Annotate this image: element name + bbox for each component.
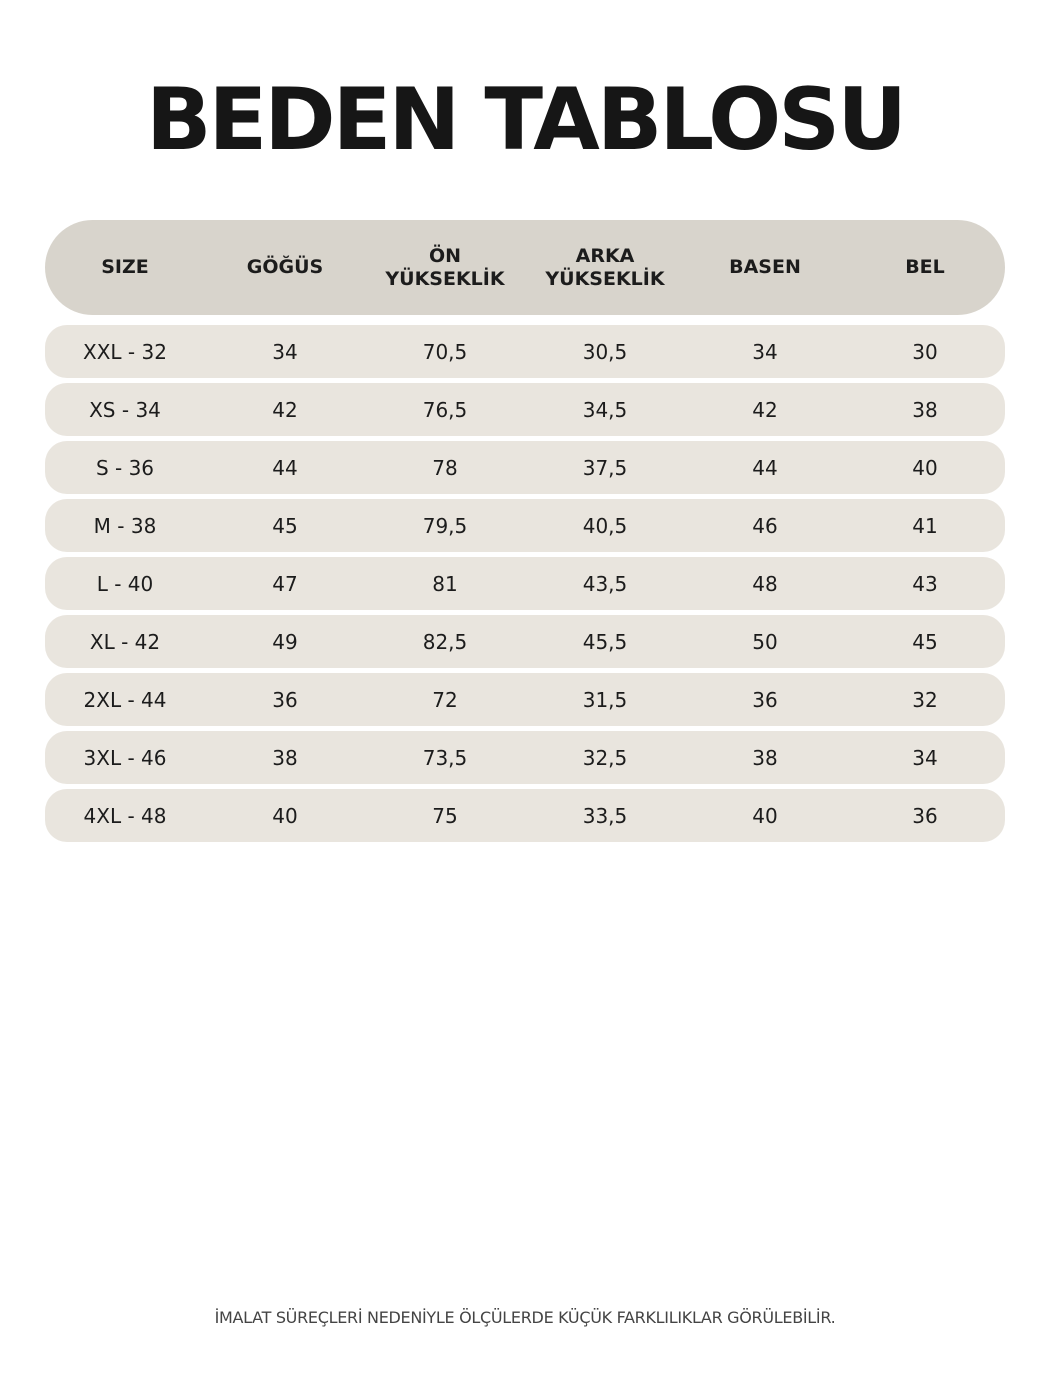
table-cell: 41 <box>912 513 938 538</box>
table-cell: 36 <box>752 687 778 712</box>
table-cell: 47 <box>272 571 298 596</box>
table-cell: 38 <box>752 745 778 770</box>
table-cell: 43 <box>912 571 938 596</box>
footer-note: İMALAT SÜREÇLERİ NEDENİYLE ÖLÇÜLERDE KÜÇ… <box>214 1308 836 1327</box>
table-cell: 42 <box>752 397 778 422</box>
table-cell: 36 <box>912 803 938 828</box>
table-cell: 73,5 <box>422 745 468 770</box>
table-cell: 81 <box>432 571 458 596</box>
header-text: YÜKSEKLİK <box>545 267 665 290</box>
table-cell: 43,5 <box>582 571 628 596</box>
table-cell: L - 40 <box>96 571 154 596</box>
table-cell: 32,5 <box>582 745 628 770</box>
table-cell: 50 <box>752 629 778 654</box>
table-row: XS - 34 42 76,5 34,5 42 38 <box>45 383 1005 436</box>
table-cell: 3XL - 46 <box>83 745 167 770</box>
table-cell: 30,5 <box>582 339 628 364</box>
table-cell: 32 <box>912 687 938 712</box>
table-row: S - 36 44 78 37,5 44 40 <box>45 441 1005 494</box>
table-cell: 72 <box>432 687 458 712</box>
header-cell: ARKA YÜKSEKLİK <box>525 220 685 315</box>
table-cell: 49 <box>272 629 298 654</box>
header-text: BEL <box>905 256 945 278</box>
header-text: ARKA <box>575 244 635 267</box>
table-row: XXL - 32 34 70,5 30,5 34 30 <box>45 325 1005 378</box>
header-cell: GÖĞÜS <box>205 220 365 315</box>
table-cell: 78 <box>432 455 458 480</box>
table-header: SIZE GÖĞÜS ÖN YÜKSEKLİK ARKA YÜKSEKLİK BASEN BE… <box>45 220 1005 315</box>
table-cell: XXL - 32 <box>83 339 167 364</box>
table-cell: 36 <box>272 687 298 712</box>
header-cell: BEL <box>845 220 1005 315</box>
table-cell: 46 <box>752 513 778 538</box>
table-row: 2XL - 44 36 72 31,5 36 32 <box>45 673 1005 726</box>
table-cell: 42 <box>272 397 298 422</box>
header-text: GÖĞÜS <box>246 256 324 278</box>
table-cell: 40,5 <box>582 513 628 538</box>
table-cell: 34,5 <box>582 397 628 422</box>
table-cell: 33,5 <box>582 803 628 828</box>
table-cell: 44 <box>272 455 298 480</box>
table-cell: 48 <box>752 571 778 596</box>
table-row: XL - 42 49 82,5 45,5 50 45 <box>45 615 1005 668</box>
header-text: BASEN <box>729 256 801 278</box>
table-cell: 70,5 <box>422 339 468 364</box>
table-cell: 45,5 <box>582 629 628 654</box>
header-cell: ÖN YÜKSEKLİK <box>365 220 525 315</box>
table-row: L - 40 47 81 43,5 48 43 <box>45 557 1005 610</box>
table-row: 4XL - 48 40 75 33,5 40 36 <box>45 789 1005 842</box>
table-cell: 34 <box>752 339 778 364</box>
table-cell: 45 <box>272 513 298 538</box>
table-cell: M - 38 <box>93 513 157 538</box>
table-cell: 79,5 <box>422 513 468 538</box>
header-cell: SIZE <box>45 220 205 315</box>
table-cell: 38 <box>912 397 938 422</box>
table-cell: 76,5 <box>422 397 468 422</box>
title: BEDEN TABLOSU <box>145 70 907 170</box>
header-text: SIZE <box>101 256 149 278</box>
table-cell: 40 <box>272 803 298 828</box>
table-row: M - 38 45 79,5 40,5 46 41 <box>45 499 1005 552</box>
table-cell: 30 <box>912 339 938 364</box>
table-cell: XL - 42 <box>89 629 161 654</box>
table-cell: 40 <box>752 803 778 828</box>
table-cell: S - 36 <box>95 455 155 480</box>
header-text: YÜKSEKLİK <box>385 267 505 290</box>
table-cell: 34 <box>272 339 298 364</box>
table-cell: XS - 34 <box>89 397 161 422</box>
table-cell: 37,5 <box>582 455 628 480</box>
table-cell: 31,5 <box>582 687 628 712</box>
table-cell: 34 <box>912 745 938 770</box>
table-cell: 75 <box>432 803 458 828</box>
table-cell: 4XL - 48 <box>83 803 167 828</box>
header-cell: BASEN <box>685 220 845 315</box>
table-cell: 45 <box>912 629 938 654</box>
table-cell: 82,5 <box>422 629 468 654</box>
table-cell: 44 <box>752 455 778 480</box>
header-text: ÖN <box>428 244 462 267</box>
table-cell: 40 <box>912 455 938 480</box>
table-cell: 2XL - 44 <box>83 687 167 712</box>
table-cell: 38 <box>272 745 298 770</box>
table-row: 3XL - 46 38 73,5 32,5 38 34 <box>45 731 1005 784</box>
